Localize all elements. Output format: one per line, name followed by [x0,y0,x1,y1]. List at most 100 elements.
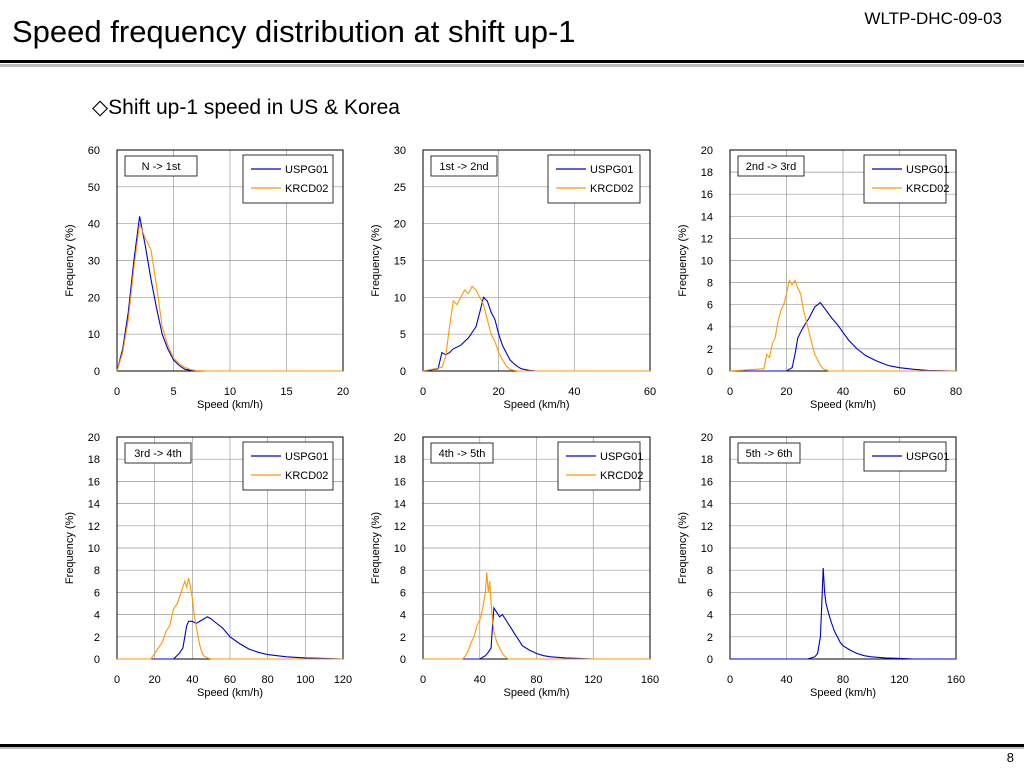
y-tick-label: 4 [707,610,713,622]
y-tick-label: 0 [707,654,713,666]
y-tick-label: 6 [707,587,713,599]
y-tick-label: 10 [394,543,406,555]
y-tick-label: 20 [701,432,713,444]
legend-label: KRCD02 [590,183,633,195]
title-divider [0,60,1024,63]
legend-label: USPG01 [906,451,949,463]
x-tick-label: 120 [584,674,602,686]
y-tick-label: 10 [88,329,100,341]
x-tick-label: 10 [224,386,236,398]
y-tick-label: 6 [707,300,713,312]
shift-label-box [124,155,198,177]
x-tick-label: 0 [420,674,426,686]
series-line-uspg01 [422,296,650,372]
x-tick-label: 60 [644,386,656,398]
x-tick-label: 80 [262,674,274,686]
series-line-krcd02 [116,223,343,372]
y-tick-label: 0 [94,366,100,378]
x-tick-label: 80 [837,674,849,686]
shift-label-box [430,155,498,177]
chart-5: 0 40 80 120 160 0 2 4 6 8 10 12 14 16 18 20 Speed (km/h)… [370,432,659,699]
x-tick-label: 5 [170,386,176,398]
x-axis-label: Speed (km/h) [503,687,569,699]
y-tick-label: 6 [94,587,100,599]
y-tick-label: 4 [707,322,713,334]
y-tick-label: 8 [707,565,713,577]
y-tick-label: 20 [394,432,406,444]
y-tick-label: 4 [400,610,406,622]
x-tick-label: 80 [950,386,962,398]
x-tick-label: 40 [186,674,198,686]
x-axis-label: Speed (km/h) [810,687,876,699]
y-axis-label: Frequency (%) [677,224,689,296]
legend-label: USPG01 [600,451,643,463]
y-tick-label: 16 [394,476,406,488]
y-tick-label: 10 [701,543,713,555]
y-tick-label: 16 [701,476,713,488]
shift-label-box [124,442,192,464]
x-tick-label: 15 [280,386,292,398]
x-tick-label: 160 [641,674,659,686]
shift-label-box [430,442,494,464]
y-tick-label: 6 [400,587,406,599]
legend-box [863,154,947,204]
y-tick-label: 12 [701,521,713,533]
series-line-uspg01 [423,606,650,660]
legend-box [547,154,641,204]
x-tick-label: 0 [727,674,733,686]
x-tick-label: 160 [947,674,965,686]
page-number: 8 [1006,750,1014,765]
series-line-uspg01 [730,301,957,372]
y-tick-label: 0 [400,654,406,666]
y-tick-label: 18 [701,167,713,179]
x-tick-label: 0 [114,674,120,686]
y-tick-label: 18 [88,454,100,466]
y-tick-label: 12 [701,233,713,245]
chart-3: 0 20 40 60 80 0 2 4 6 8 10 12 14 16 18 20 Speed (km/h) Fr… [677,145,962,411]
y-tick-label: 12 [88,521,100,533]
x-axis-label: Speed (km/h) [197,399,263,411]
x-tick-label: 20 [337,386,349,398]
legend-label: USPG01 [590,164,633,176]
x-tick-label: 60 [224,674,236,686]
legend-label: KRCD02 [600,470,643,482]
y-tick-label: 4 [94,610,100,622]
y-tick-label: 16 [701,189,713,201]
y-tick-label: 2 [707,344,713,356]
slide-title: Speed frequency distribution at shift up… [12,14,576,49]
y-tick-label: 40 [88,219,100,231]
series-line-uspg01 [730,567,956,660]
legend-box [242,441,334,491]
legend-label: USPG01 [285,164,328,176]
series-line-krcd02 [117,577,343,660]
x-axis-label: Speed (km/h) [503,399,569,411]
shift-label: 2nd -> 3rd [746,161,796,173]
y-tick-label: 20 [701,145,713,157]
x-tick-label: 20 [493,386,505,398]
y-tick-label: 60 [88,145,100,157]
y-axis-label: Frequency (%) [64,512,76,584]
y-tick-label: 20 [88,432,100,444]
y-tick-label: 15 [394,256,406,268]
y-tick-label: 30 [88,256,100,268]
shift-label: 4th -> 5th [439,448,486,460]
y-tick-label: 10 [394,292,406,304]
legend-box [557,441,641,491]
y-axis-label: Frequency (%) [677,512,689,584]
footer-divider-shadow [0,747,1024,749]
shift-label-box [737,155,805,177]
series-line-krcd02 [422,285,650,372]
document-code: WLTP-DHC-09-03 [864,9,1002,28]
legend-label: KRCD02 [906,183,949,195]
x-tick-label: 0 [114,386,120,398]
chart-6: 0 40 80 120 160 0 2 4 6 8 10 12 14 16 18 20 Speed (km/h)… [677,432,965,699]
x-tick-label: 80 [530,674,542,686]
y-tick-label: 10 [701,256,713,268]
x-tick-label: 100 [296,674,314,686]
y-tick-label: 50 [88,182,100,194]
title-divider-shadow [0,64,1024,67]
x-tick-label: 20 [149,674,161,686]
x-tick-label: 0 [727,386,733,398]
y-tick-label: 0 [94,654,100,666]
shift-label-box [737,442,801,464]
